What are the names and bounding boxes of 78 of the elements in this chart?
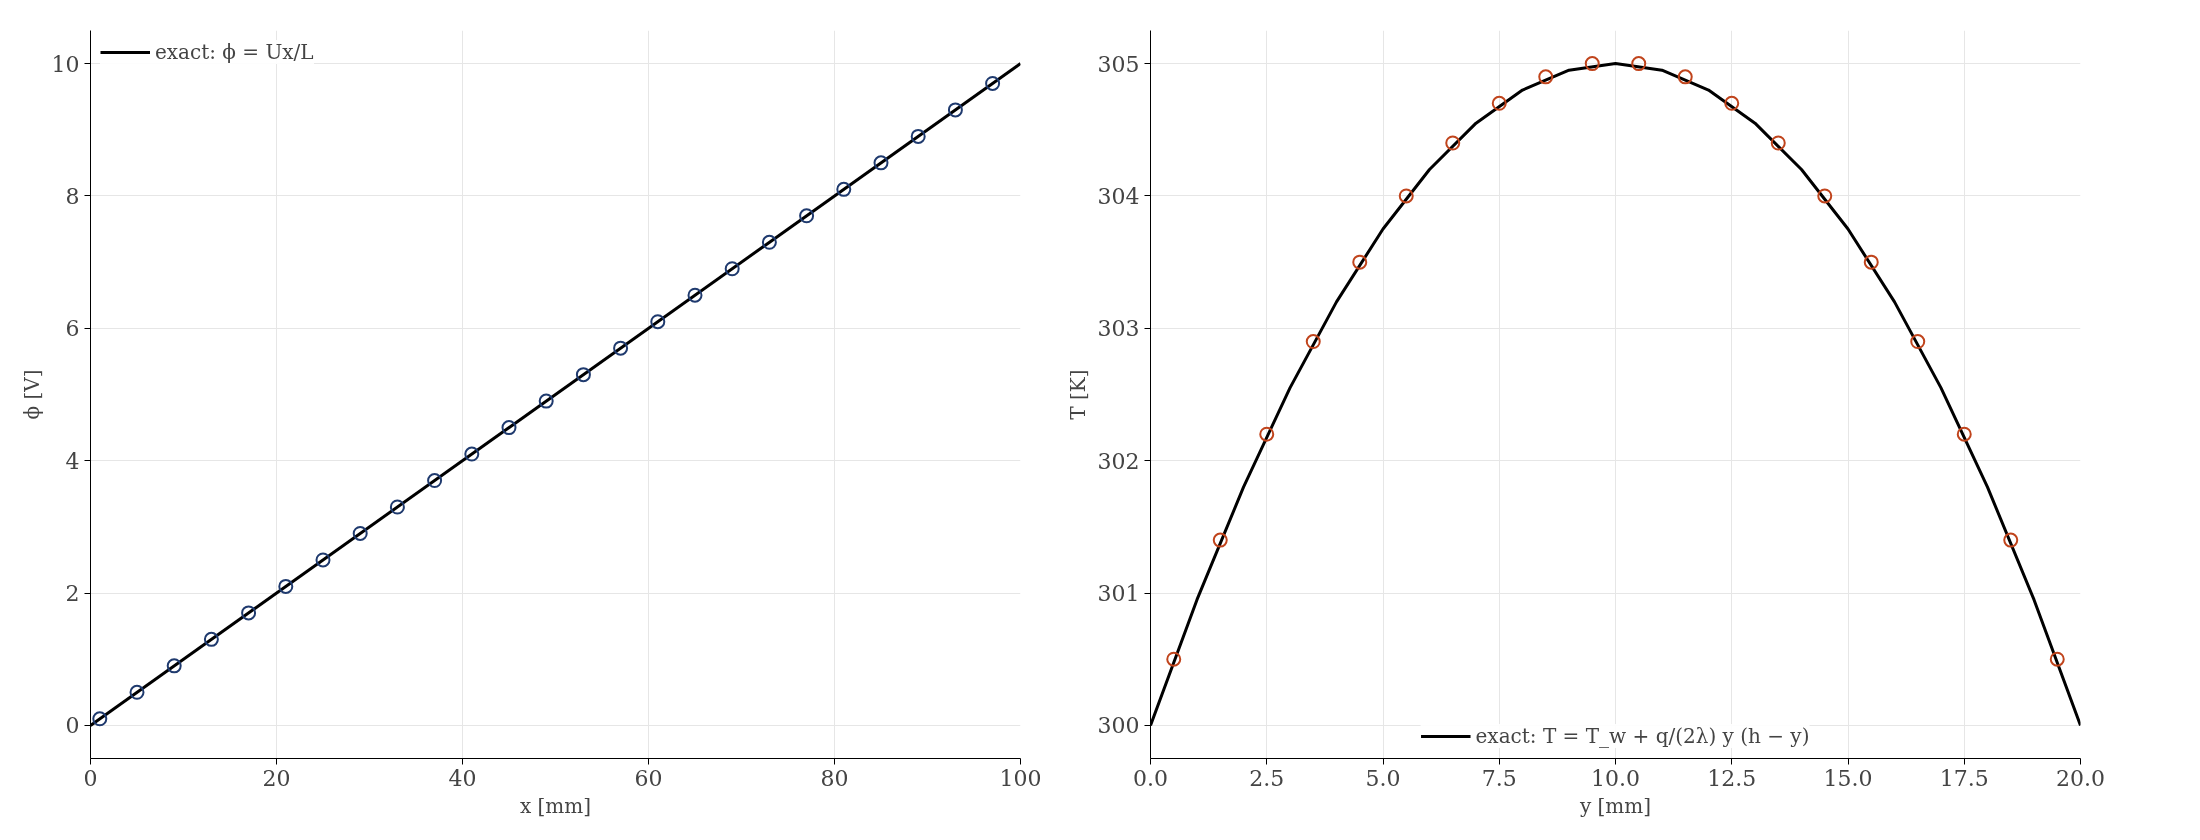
x-tick-label: 0 <box>83 765 98 791</box>
point <box>203 631 219 647</box>
y-tick-label: 302 <box>1097 448 1140 474</box>
y-tick-label: 305 <box>1097 51 1140 77</box>
legend-label: exact: T = T_w + q/(2λ) y (h − y) <box>1475 724 1810 748</box>
x-tick-label: 15.0 <box>1823 765 1873 791</box>
point <box>1212 532 1228 548</box>
point <box>501 420 517 436</box>
x-tick-label: 40 <box>448 765 477 791</box>
point <box>1677 69 1693 85</box>
y-tick-label: 303 <box>1097 316 1140 342</box>
point <box>1305 334 1321 350</box>
point <box>278 578 294 594</box>
point <box>2049 651 2065 667</box>
point <box>650 314 666 330</box>
x-tick-label: 60 <box>634 765 663 791</box>
y-tick-label: 10 <box>51 51 80 77</box>
point <box>1770 135 1786 151</box>
point <box>613 340 629 356</box>
point <box>129 684 145 700</box>
point <box>1863 254 1879 270</box>
y-tick-label: 2 <box>65 581 80 607</box>
point <box>910 128 926 144</box>
point <box>389 499 405 515</box>
point <box>985 75 1001 91</box>
point <box>1491 95 1507 111</box>
y-tick-label: 301 <box>1097 581 1140 607</box>
point <box>1910 334 1926 350</box>
point <box>1352 254 1368 270</box>
x-tick-label: 12.5 <box>1707 765 1757 791</box>
point <box>1259 426 1275 442</box>
x-tick-label: 80 <box>820 765 849 791</box>
y-tick-label: 0 <box>65 713 80 739</box>
y-axis-title: T [K] <box>1065 369 1090 420</box>
point <box>947 102 963 118</box>
point <box>1445 135 1461 151</box>
point <box>873 155 889 171</box>
x-tick-label: 0.0 <box>1133 765 1169 791</box>
x-axis-title: x [mm] <box>519 793 592 818</box>
x-axis-title: y [mm] <box>1578 793 1652 818</box>
y-tick-label: 6 <box>65 316 80 342</box>
point <box>352 525 368 541</box>
x-tick-label: 20 <box>262 765 291 791</box>
point <box>166 658 182 674</box>
point <box>1584 56 1600 72</box>
point <box>241 605 257 621</box>
x-tick-label: 10.0 <box>1591 765 1640 791</box>
point <box>1538 69 1554 85</box>
point <box>1631 56 1647 72</box>
point <box>575 367 591 383</box>
y-tick-label: 8 <box>65 183 80 209</box>
legend-label: exact: ϕ = Ux/L <box>155 40 314 64</box>
y-tick-label: 300 <box>1097 713 1140 739</box>
point <box>1166 651 1182 667</box>
point <box>427 473 443 489</box>
point <box>761 234 777 250</box>
x-tick-label: 100 <box>999 765 1042 791</box>
x-tick-label: 2.5 <box>1249 765 1285 791</box>
x-tick-label: 7.5 <box>1481 765 1517 791</box>
point <box>836 181 852 197</box>
point <box>2003 532 2019 548</box>
point <box>1956 426 1972 442</box>
point <box>1817 188 1833 204</box>
point <box>538 393 554 409</box>
point <box>315 552 331 568</box>
point <box>464 446 480 462</box>
point <box>724 261 740 277</box>
x-tick-label: 20.0 <box>2056 765 2105 791</box>
y-tick-label: 4 <box>65 448 80 474</box>
y-tick-label: 304 <box>1097 183 1140 209</box>
point <box>92 711 108 727</box>
point <box>1724 95 1740 111</box>
x-tick-label: 5.0 <box>1365 765 1401 791</box>
point <box>1398 188 1414 204</box>
point <box>799 208 815 224</box>
point <box>687 287 703 303</box>
y-axis-title: ϕ [V] <box>19 369 44 420</box>
x-tick-label: 17.5 <box>1939 765 1989 791</box>
